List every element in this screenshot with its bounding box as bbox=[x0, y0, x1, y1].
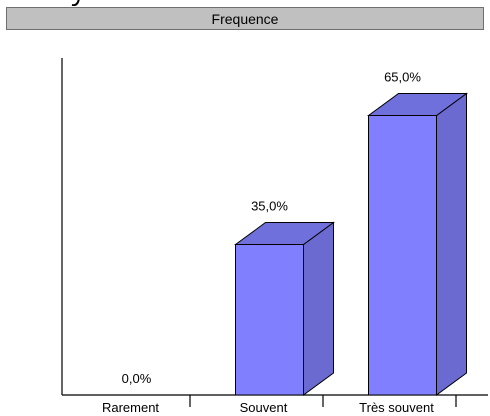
category-label-3: Très souvent bbox=[359, 400, 434, 415]
bars-group bbox=[233, 92, 469, 396]
category-label-1: Rarement bbox=[102, 400, 159, 415]
value-label-1: 0,0% bbox=[122, 371, 152, 386]
value-label-2: 35,0% bbox=[251, 199, 288, 214]
chart-title-bar: Frequence bbox=[6, 7, 484, 30]
category-labels: Rarement Souvent Très souvent bbox=[102, 400, 434, 415]
category-label-2: Souvent bbox=[240, 400, 288, 415]
x-axis-ticks bbox=[189, 395, 457, 407]
cropped-glyph-decoration bbox=[71, 0, 80, 6]
bar-tr-s-souvent bbox=[366, 92, 469, 396]
chart-title: Frequence bbox=[211, 10, 279, 27]
bar-tr-s-souvent-front bbox=[368, 115, 437, 396]
value-labels: 0,0% 35,0% 65,0% bbox=[122, 70, 422, 387]
bar-tr-s-souvent-side bbox=[436, 92, 467, 396]
bar-souvent-front bbox=[235, 244, 304, 396]
value-label-3: 65,0% bbox=[384, 70, 421, 85]
bar-souvent-side bbox=[303, 221, 334, 396]
bar-souvent bbox=[233, 221, 336, 396]
